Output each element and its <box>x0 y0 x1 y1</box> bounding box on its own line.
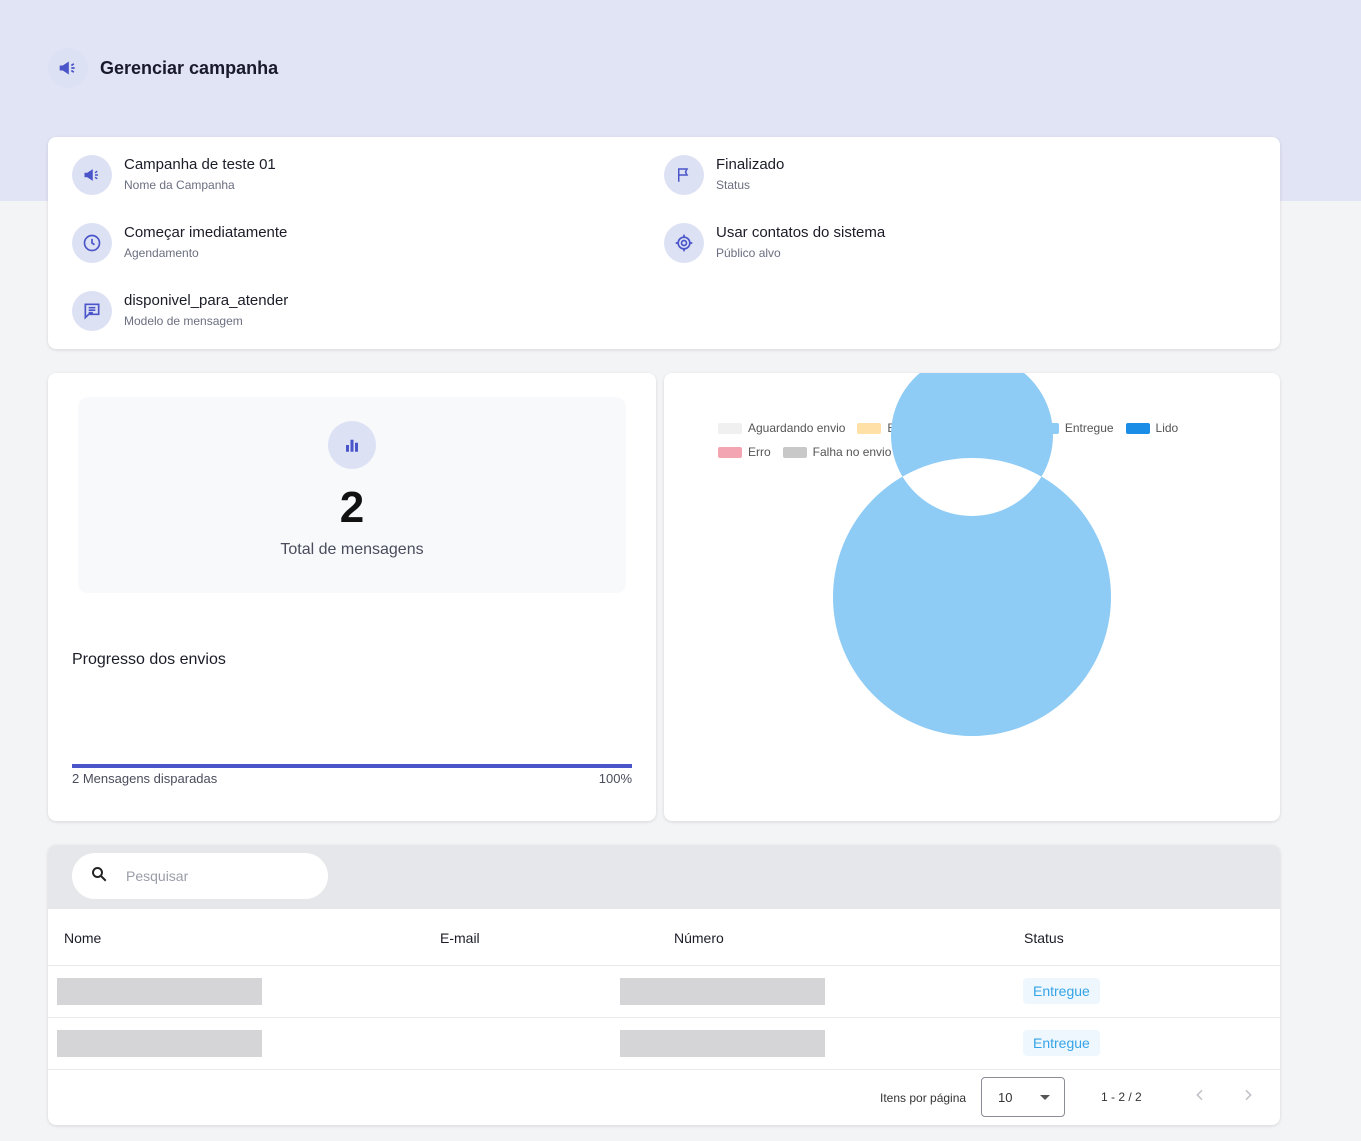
table-header: Nome E-mail Número Status <box>48 909 1280 966</box>
redacted-name <box>57 978 262 1005</box>
legend-swatch <box>718 446 742 458</box>
donut-chart <box>833 373 1111 736</box>
column-header-name[interactable]: Nome <box>64 930 102 946</box>
donut-slice[interactable] <box>833 373 1111 736</box>
status-badge: Entregue <box>1023 1030 1100 1056</box>
column-header-status[interactable]: Status <box>1024 930 1064 946</box>
column-header-email[interactable]: E-mail <box>440 930 480 946</box>
legend-label: Lido <box>1155 421 1179 435</box>
redacted-number <box>620 978 825 1005</box>
pagination: Itens por página 10 1 - 2 / 2 <box>48 1077 1280 1117</box>
legend-item[interactable]: Falha no envio <box>782 445 892 459</box>
message-icon <box>72 291 112 331</box>
total-messages-value: 2 <box>339 483 365 532</box>
campaign-status-value: Finalizado <box>716 156 785 173</box>
items-per-page-label: Itens por página <box>880 1091 967 1105</box>
legend-item[interactable]: Lido <box>1125 421 1179 435</box>
legend-swatch <box>718 422 742 434</box>
campaign-template-label: Modelo de mensagem <box>124 314 243 328</box>
search-icon[interactable] <box>90 865 108 888</box>
items-per-page-value: 10 <box>998 1089 1013 1105</box>
page-header: Gerenciar campanha <box>48 48 278 88</box>
total-messages-box: 2 Total de mensagens <box>78 397 626 593</box>
table-row[interactable]: Entregue <box>48 966 1280 1018</box>
stats-card: 2 Total de mensagens Progresso dos envio… <box>48 373 656 821</box>
campaign-schedule-value: Começar imediatamente <box>124 224 288 241</box>
progress-percent: 100% <box>598 771 632 786</box>
chevron-right-icon <box>1245 1089 1252 1101</box>
clock-icon <box>72 223 112 263</box>
legend-label: Aguardando envio <box>748 421 846 435</box>
total-messages-label: Total de mensagens <box>280 541 424 558</box>
campaign-schedule-item: Começar imediatamente Agendamento <box>72 223 287 263</box>
campaign-name-label: Nome da Campanha <box>124 178 235 192</box>
chevron-left-icon <box>1196 1089 1203 1101</box>
legend-label: Falha no envio <box>812 445 892 459</box>
legend-item[interactable]: Erro <box>718 445 771 459</box>
campaign-info-card: Campanha de teste 01 Nome da Campanha Fi… <box>48 137 1280 349</box>
megaphone-icon <box>48 48 88 88</box>
campaign-schedule-label: Agendamento <box>124 246 199 260</box>
page-title: Gerenciar campanha <box>100 57 279 78</box>
previous-page-button[interactable] <box>1188 1085 1212 1109</box>
campaign-audience-value: Usar contatos do sistema <box>716 224 886 241</box>
target-icon <box>664 223 704 263</box>
column-header-number[interactable]: Número <box>674 930 724 946</box>
flag-icon <box>664 155 704 195</box>
campaign-name-item: Campanha de teste 01 Nome da Campanha <box>72 155 276 195</box>
redacted-name <box>57 1030 262 1057</box>
caret-down-icon <box>1040 1095 1050 1100</box>
status-badge: Entregue <box>1023 978 1100 1004</box>
campaign-name-value: Campanha de teste 01 <box>124 156 276 173</box>
campaign-audience-item: Usar contatos do sistema Público alvo <box>664 223 885 263</box>
search-input[interactable] <box>126 868 306 884</box>
legend-swatch <box>857 422 882 434</box>
legend-label: Erro <box>748 445 771 459</box>
legend-label: Entregue <box>1064 421 1114 435</box>
megaphone-icon <box>72 155 112 195</box>
status-chart-card: Aguardando envioEnviandoEnviadoEntregueL… <box>664 373 1280 821</box>
recipients-table-card: Nome E-mail Número Status Entregue Entre… <box>48 845 1280 1125</box>
legend-swatch <box>1125 422 1150 434</box>
bar-chart-icon <box>328 421 376 469</box>
items-per-page-select[interactable]: 10 <box>981 1077 1065 1117</box>
legend-item[interactable]: Aguardando envio <box>718 421 845 435</box>
campaign-status-label: Status <box>716 178 751 192</box>
campaign-audience-label: Público alvo <box>716 246 781 260</box>
campaign-status-item: Finalizado Status <box>664 155 784 195</box>
campaign-template-value: disponivel_para_atender <box>124 292 289 309</box>
legend-swatch <box>782 446 807 458</box>
progress-bar-fill <box>72 764 632 768</box>
redacted-number <box>620 1030 825 1057</box>
campaign-template-item: disponivel_para_atender Modelo de mensag… <box>72 291 288 331</box>
search-bar <box>48 845 1280 909</box>
progress-bar <box>72 764 632 768</box>
progress-title: Progresso dos envios <box>72 651 226 668</box>
next-page-button[interactable] <box>1236 1085 1260 1109</box>
page-range: 1 - 2 / 2 <box>1101 1090 1142 1104</box>
table-row[interactable]: Entregue <box>48 1018 1280 1070</box>
messages-sent-label: 2 Mensagens disparadas <box>72 771 218 786</box>
search-box <box>72 853 328 899</box>
